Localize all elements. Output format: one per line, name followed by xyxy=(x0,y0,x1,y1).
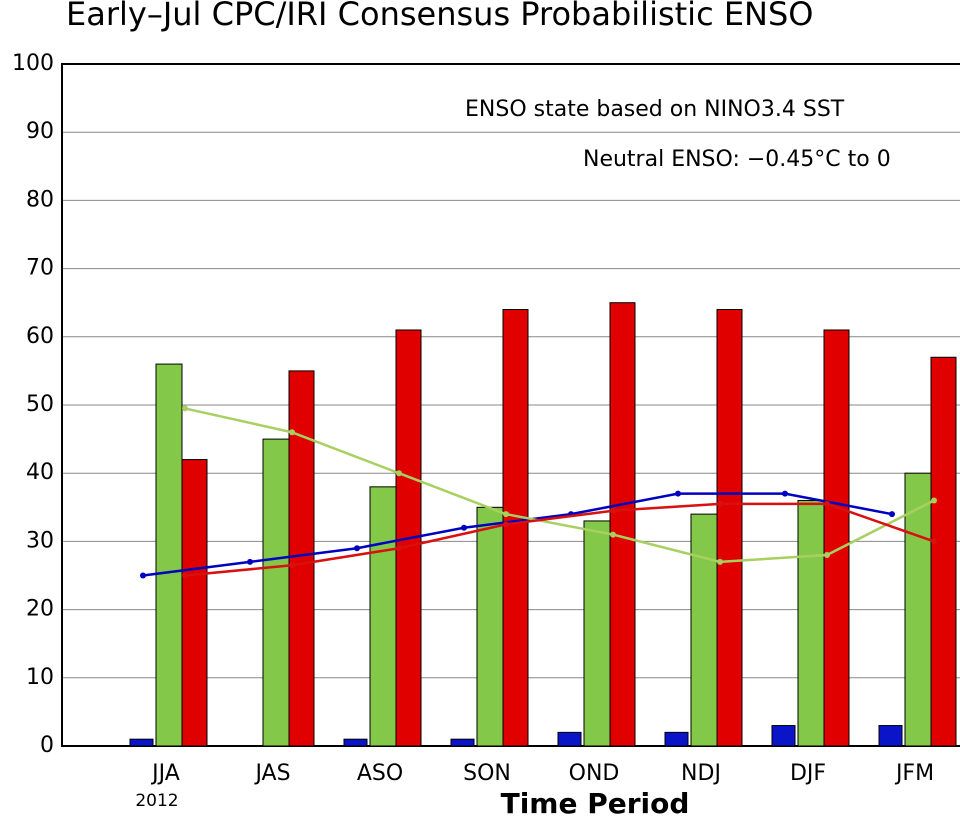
bar xyxy=(716,309,743,747)
bar xyxy=(823,329,850,747)
bar xyxy=(557,731,582,747)
line-point xyxy=(140,572,146,579)
line-point xyxy=(182,572,188,579)
line-point xyxy=(461,524,467,531)
x-axis-title: Time Period xyxy=(501,787,690,820)
bar xyxy=(288,370,315,747)
bar xyxy=(664,731,689,747)
line-point xyxy=(289,429,295,436)
bar xyxy=(583,520,611,747)
line-point xyxy=(717,558,723,565)
y-tick-label: 90 xyxy=(26,119,54,144)
line-point xyxy=(247,558,253,565)
x-tick-label: JAS xyxy=(253,761,290,786)
bar xyxy=(609,302,636,747)
line-point xyxy=(610,531,616,538)
bar xyxy=(155,363,183,747)
line-point xyxy=(717,500,723,507)
y-tick-label: 0 xyxy=(40,733,54,758)
bar xyxy=(450,738,475,747)
line-point xyxy=(931,497,937,504)
bar xyxy=(771,725,796,747)
line-point xyxy=(289,562,295,569)
bar xyxy=(904,472,932,747)
line-point xyxy=(610,507,616,514)
line-point xyxy=(889,511,895,518)
x-tick-label: NDJ xyxy=(681,761,721,786)
y-tick-label: 30 xyxy=(26,528,54,553)
bar xyxy=(262,438,290,747)
chart-title: Early–Jul CPC/IRI Consensus Probabilisti… xyxy=(66,0,813,33)
line-point xyxy=(931,538,937,545)
annotation: Neutral ENSO: −0.45°C to 0 xyxy=(583,147,891,172)
line-point xyxy=(503,521,509,528)
bar xyxy=(476,506,504,747)
bar xyxy=(690,513,718,747)
bar xyxy=(369,486,397,747)
bar xyxy=(878,725,903,747)
line-point xyxy=(396,545,402,552)
y-tick-label: 60 xyxy=(26,324,54,349)
line-point xyxy=(675,490,681,497)
y-tick-label: 40 xyxy=(26,460,54,485)
x-tick-label: JFM xyxy=(894,761,934,786)
annotation: ENSO state based on NINO3.4 SST xyxy=(465,97,845,122)
y-tick-label: 80 xyxy=(26,187,54,212)
line-point xyxy=(396,470,402,477)
line xyxy=(142,492,893,577)
bar xyxy=(502,309,529,747)
line xyxy=(184,502,935,577)
y-tick-label: 20 xyxy=(26,597,54,622)
y-tick-label: 70 xyxy=(26,256,54,281)
bar xyxy=(930,356,957,747)
bar xyxy=(343,738,368,747)
bar xyxy=(181,459,208,747)
line-point xyxy=(782,490,788,497)
line-point xyxy=(503,511,509,518)
line-point xyxy=(354,545,360,552)
line-point xyxy=(182,405,188,412)
x-tick-label: OND xyxy=(569,761,620,786)
year-label: 2012 xyxy=(135,791,178,811)
line xyxy=(184,407,935,564)
bar xyxy=(129,738,154,747)
x-tick-label: DJF xyxy=(790,761,826,786)
x-tick-label: ASO xyxy=(357,761,403,786)
y-tick-label: 50 xyxy=(26,392,54,417)
bar xyxy=(797,499,825,747)
line-point xyxy=(824,552,830,559)
y-tick-label: 10 xyxy=(26,665,54,690)
x-tick-label: JJA xyxy=(150,761,180,786)
x-tick-label: SON xyxy=(463,761,511,786)
y-tick-label: 100 xyxy=(12,51,54,76)
line-point xyxy=(824,500,830,507)
